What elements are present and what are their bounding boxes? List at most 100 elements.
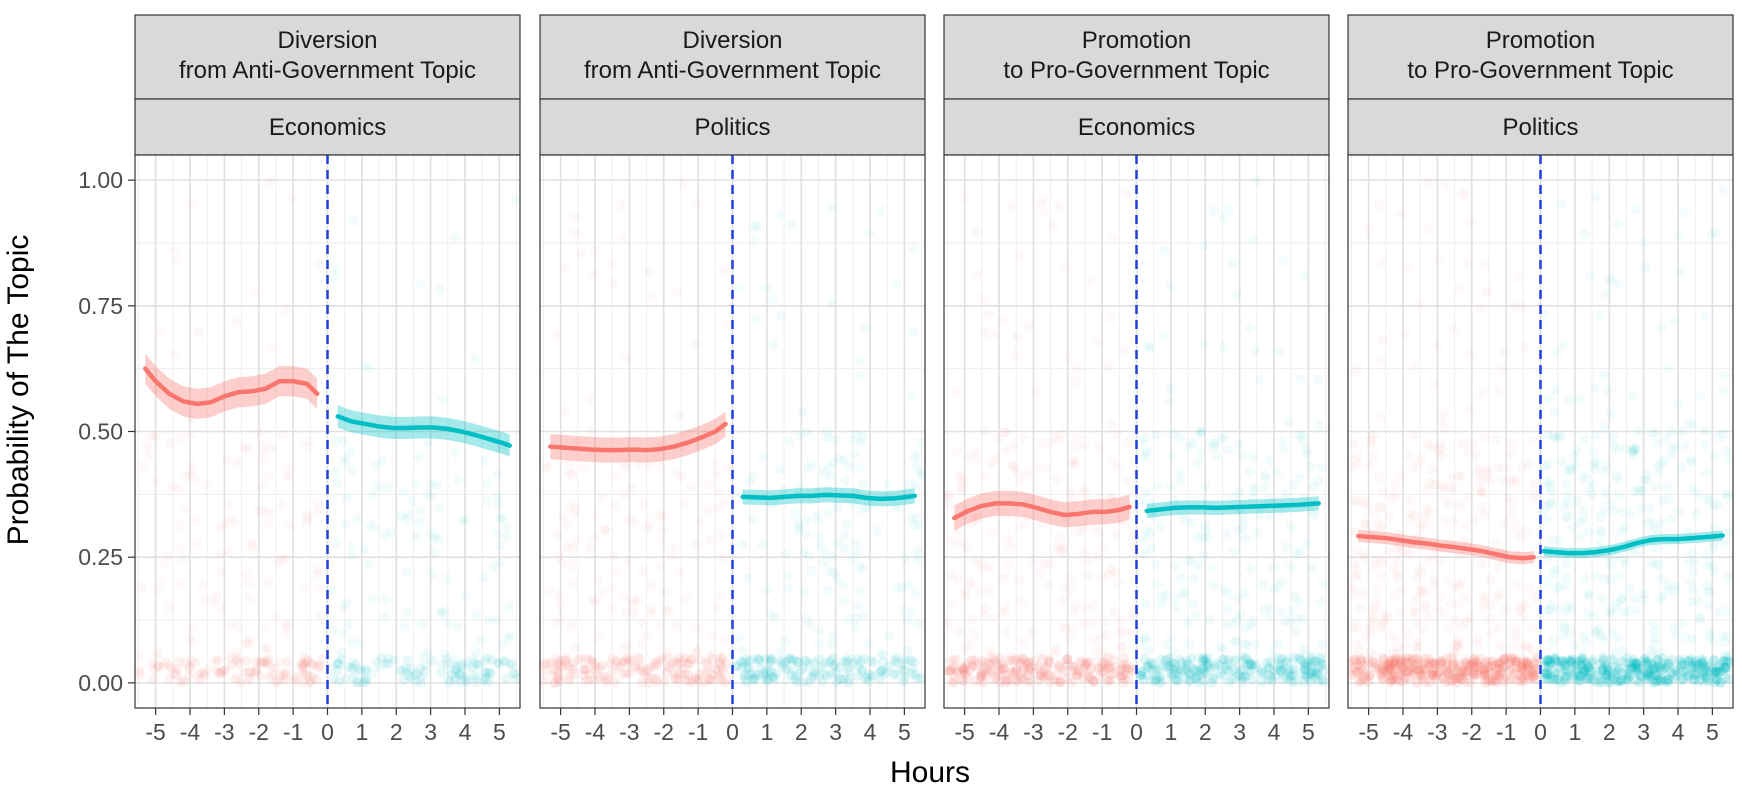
data-point (1368, 506, 1379, 517)
data-point (714, 650, 725, 661)
data-point (827, 457, 838, 468)
data-point (1408, 653, 1419, 664)
data-point (492, 529, 503, 540)
data-point (1552, 347, 1563, 358)
data-point (1190, 610, 1201, 621)
data-point (1245, 666, 1256, 677)
data-point (1616, 571, 1627, 582)
data-point (837, 580, 848, 591)
data-point (1599, 422, 1610, 433)
data-point (1543, 654, 1554, 665)
data-point (1136, 669, 1147, 680)
data-point (1588, 674, 1599, 685)
data-point (1570, 460, 1581, 471)
x-tick-label: -3 (1023, 719, 1043, 745)
data-point (891, 279, 902, 290)
data-point (1578, 666, 1589, 677)
data-point (1580, 673, 1591, 684)
data-point (944, 500, 955, 511)
data-point (1191, 673, 1202, 684)
data-point (1443, 482, 1454, 493)
data-point (1607, 674, 1618, 685)
data-point (1390, 661, 1401, 672)
data-point (1428, 379, 1439, 390)
data-point (1541, 552, 1552, 563)
data-point (1358, 674, 1369, 685)
data-point (1259, 483, 1270, 494)
data-point (564, 501, 575, 512)
data-point (1055, 543, 1066, 554)
data-point (1303, 672, 1314, 683)
data-point (263, 653, 274, 664)
data-point (1696, 661, 1707, 672)
data-point (1220, 661, 1231, 672)
data-point (1053, 200, 1064, 211)
data-point (402, 666, 413, 677)
data-point (1663, 362, 1674, 373)
data-point (606, 603, 617, 614)
data-point (1714, 660, 1725, 671)
data-point (1502, 660, 1513, 671)
data-point (1547, 672, 1558, 683)
data-point (1494, 659, 1505, 670)
data-point (1173, 671, 1184, 682)
data-point (1017, 653, 1028, 664)
data-point (855, 355, 866, 366)
data-point (1464, 613, 1475, 624)
data-point (1095, 633, 1106, 644)
data-point (882, 478, 893, 489)
data-point (1244, 323, 1255, 334)
data-point (828, 660, 839, 671)
data-point (1573, 670, 1584, 681)
data-point (713, 486, 724, 497)
data-point (1377, 487, 1388, 498)
data-point (1485, 667, 1496, 678)
data-point (1108, 234, 1119, 245)
data-point (1613, 656, 1624, 667)
data-point (1311, 668, 1322, 679)
data-point (1450, 640, 1461, 651)
data-point (1666, 654, 1677, 665)
data-point (621, 353, 632, 364)
data-point (1247, 660, 1258, 671)
data-point (1437, 656, 1448, 667)
data-point (1656, 674, 1667, 685)
data-point (952, 446, 963, 457)
data-point (1278, 443, 1289, 454)
data-point (824, 565, 835, 576)
data-point (1093, 663, 1104, 674)
data-point (1388, 663, 1399, 674)
data-point (1373, 200, 1384, 211)
data-point (579, 664, 590, 675)
data-point (1170, 592, 1181, 603)
data-point (1097, 661, 1108, 672)
data-point (470, 673, 481, 684)
data-point (1609, 672, 1620, 683)
data-point (1543, 660, 1554, 671)
data-point (1484, 613, 1495, 624)
data-point (439, 607, 450, 618)
data-point (713, 672, 724, 683)
data-point (801, 529, 812, 540)
data-point (1678, 207, 1689, 218)
data-point (906, 513, 917, 524)
data-point (1062, 673, 1073, 684)
data-point (1518, 657, 1529, 668)
data-point (570, 536, 581, 547)
data-point (1628, 445, 1639, 456)
data-point (900, 553, 911, 564)
data-point (1564, 628, 1575, 639)
data-point (737, 662, 748, 673)
data-point (212, 655, 223, 666)
data-point (624, 653, 635, 664)
data-point (1676, 659, 1687, 670)
data-point (1473, 660, 1484, 671)
data-point (1198, 338, 1209, 349)
data-point (784, 653, 795, 664)
data-point (1374, 571, 1385, 582)
data-point (775, 655, 786, 666)
data-point (802, 463, 813, 474)
data-point (1468, 658, 1479, 669)
x-tick-label: 1 (1164, 719, 1177, 745)
data-point (737, 644, 748, 655)
